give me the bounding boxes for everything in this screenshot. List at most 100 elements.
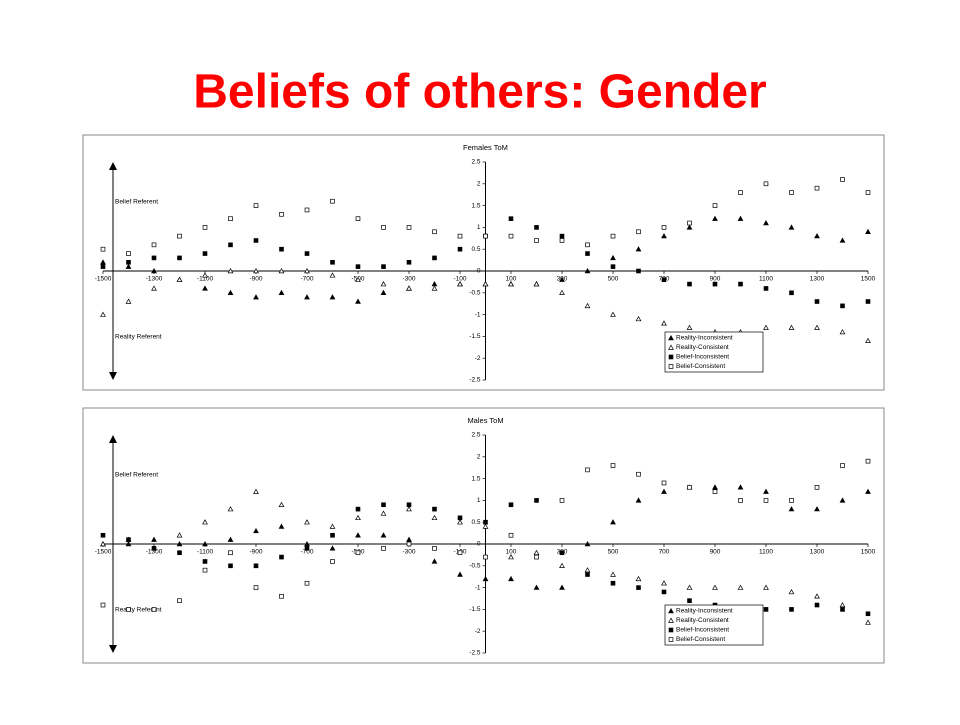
data-point: [406, 285, 412, 291]
data-point: [279, 212, 284, 217]
data-point: [661, 589, 667, 595]
data-point: [482, 523, 489, 529]
data-point: [814, 185, 820, 191]
y-tick-label: -0.5: [469, 563, 481, 570]
data-point: [712, 215, 718, 221]
data-point: [176, 540, 183, 547]
x-tick-label: 1500: [861, 276, 876, 283]
data-point: [202, 251, 208, 256]
legend-label: Reality-Consistent: [676, 617, 729, 624]
legend-label: Belief-Inconsistent: [676, 354, 729, 361]
data-point: [686, 224, 693, 230]
data-point: [559, 550, 565, 556]
data-point: [431, 558, 438, 564]
data-point: [687, 598, 692, 603]
data-point: [737, 484, 744, 490]
data-point: [151, 255, 157, 261]
y-tick-label: -2: [475, 355, 481, 362]
data-point: [712, 584, 718, 590]
data-point: [279, 246, 284, 252]
chart-frame: [82, 407, 885, 664]
data-point: [508, 216, 514, 221]
x-tick-label: -1100: [197, 276, 214, 283]
x-tick-label: 1300: [810, 549, 825, 556]
data-point: [585, 251, 590, 256]
data-point: [355, 514, 361, 521]
data-point: [508, 575, 514, 582]
y-tick-label: 2.5: [471, 432, 480, 439]
x-tick-label: -300: [402, 549, 415, 556]
legend-marker: [668, 364, 674, 369]
data-point: [278, 267, 285, 274]
data-point: [432, 255, 437, 261]
legend-label: Belief-Consistent: [676, 636, 725, 643]
data-point: [789, 190, 794, 195]
y-tick-label: -1: [475, 311, 481, 318]
legend-label: Reality-Inconsistent: [676, 335, 733, 342]
legend-label: Belief-Inconsistent: [676, 627, 729, 634]
data-point: [457, 550, 463, 556]
data-point: [253, 585, 259, 590]
data-point: [610, 519, 616, 525]
data-point: [635, 575, 642, 582]
data-point: [763, 488, 769, 494]
data-point: [457, 246, 463, 252]
data-point: [635, 315, 642, 322]
data-point: [355, 276, 361, 282]
data-point: [585, 242, 590, 248]
data-point: [559, 238, 565, 243]
data-point: [406, 536, 412, 542]
data-point: [737, 215, 744, 221]
data-point: [228, 216, 233, 221]
data-point: [380, 510, 387, 516]
data-point: [227, 536, 234, 542]
data-point: [253, 203, 259, 208]
data-point: [687, 281, 692, 287]
data-point: [432, 506, 437, 512]
data-point: [253, 527, 259, 534]
x-tick-label: -100: [453, 276, 466, 283]
x-tick-label: 700: [659, 549, 670, 556]
data-point: [176, 276, 183, 282]
data-point: [304, 580, 310, 586]
x-tick-label: 100: [506, 549, 517, 556]
data-point: [380, 532, 387, 538]
x-tick-label: -1100: [197, 549, 214, 556]
legend-box: [664, 331, 764, 373]
x-tick-label: 500: [608, 549, 619, 556]
data-point: [125, 540, 132, 547]
data-point: [227, 506, 234, 512]
data-point: [177, 255, 182, 261]
data-point: [814, 602, 820, 608]
data-point: [100, 540, 106, 547]
data-point: [865, 299, 871, 304]
data-point: [610, 571, 616, 577]
y-tick-label: -2: [475, 628, 481, 635]
y-tick-label: 1: [477, 224, 481, 231]
data-point: [661, 488, 667, 494]
data-point: [534, 225, 539, 230]
data-point: [100, 602, 106, 608]
data-point: [865, 619, 871, 625]
data-point: [661, 580, 667, 586]
data-point: [253, 294, 259, 300]
data-point: [304, 267, 310, 274]
data-point: [278, 289, 285, 295]
data-point: [559, 233, 565, 239]
legend-marker: [668, 637, 674, 642]
y-tick-label: 1.5: [471, 202, 480, 209]
data-point: [635, 246, 642, 252]
data-point: [584, 302, 591, 309]
data-point: [278, 523, 285, 529]
legend-marker: [668, 354, 674, 360]
data-point: [304, 207, 310, 213]
y-tick-label: 2: [477, 181, 481, 188]
y-tick-label: -0.5: [469, 290, 481, 297]
data-point: [330, 259, 335, 265]
x-tick-label: 1100: [759, 276, 773, 283]
annotation: Reality Referent: [115, 334, 162, 341]
data-point: [381, 264, 386, 269]
data-point: [687, 485, 692, 490]
data-point: [202, 285, 208, 291]
y-tick-label: 1.5: [471, 475, 480, 482]
